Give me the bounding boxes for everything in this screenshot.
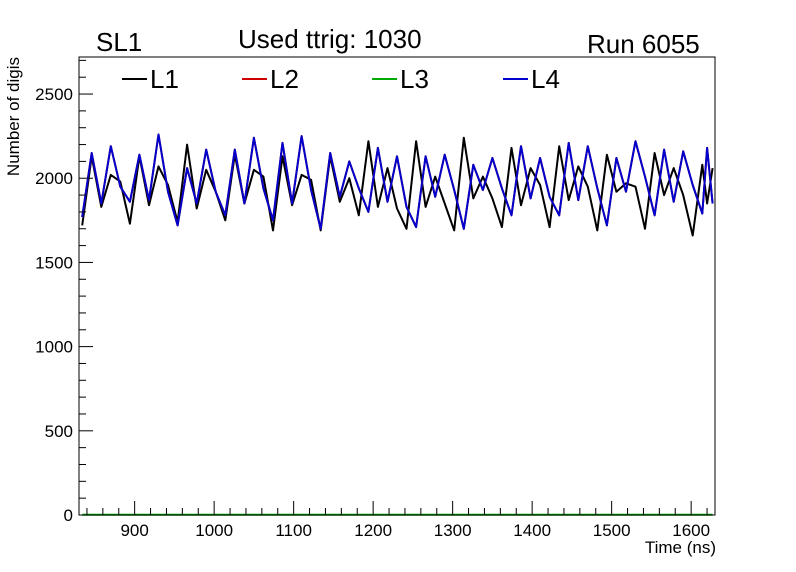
y-axis-label: Number of digis: [4, 57, 23, 176]
y-tick-label: 2000: [35, 169, 73, 188]
y-tick-label: 2500: [35, 85, 73, 104]
run-label: Run 6055: [587, 29, 700, 59]
axes: 0 500 1000 1500 2000 2500 900 1000 1100 1200 1300 1…: [35, 56, 716, 540]
x-tick-label: 1500: [593, 521, 631, 540]
ttrig-label: Used ttrig: 1030: [238, 24, 422, 54]
x-tick-label: 1300: [434, 521, 472, 540]
legend-label-l3: L3: [400, 64, 429, 94]
x-tick-label: 1400: [513, 521, 551, 540]
legend-label-l2: L2: [270, 64, 299, 94]
x-axis-label: Time (ns): [645, 538, 716, 557]
x-tick-label: 1600: [672, 521, 710, 540]
x-tick-label: 1000: [195, 521, 233, 540]
x-tick-label: 1100: [275, 521, 312, 540]
y-tick-label: 500: [45, 422, 73, 441]
y-tick-label: 0: [64, 506, 73, 525]
plot-frame: [78, 56, 716, 516]
superlayer-label: SL1: [96, 27, 143, 57]
legend-label-l4: L4: [531, 64, 560, 94]
x-tick-label: 900: [120, 521, 148, 540]
y-tick-label: 1000: [35, 338, 73, 357]
x-tick-label: 1200: [354, 521, 392, 540]
y-tick-label: 1500: [35, 253, 73, 272]
legend-label-l1: L1: [150, 64, 179, 94]
series-line-l1: [81, 136, 714, 237]
series-line-l4: [81, 133, 714, 230]
legend: L1 L2 L3 L4: [122, 64, 560, 94]
